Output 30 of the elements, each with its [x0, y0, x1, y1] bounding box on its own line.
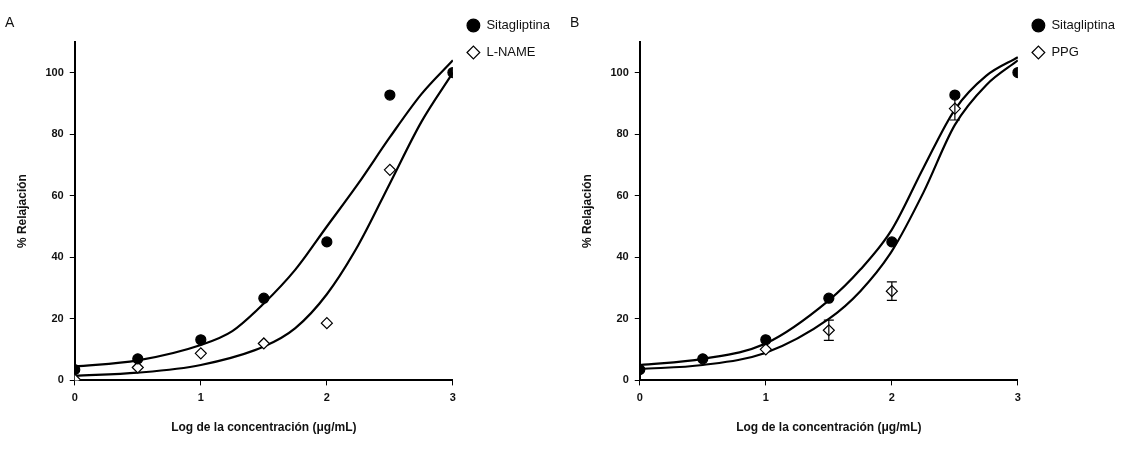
chart-title: A: [5, 14, 15, 31]
x-tick-label: 1: [762, 391, 769, 404]
y-tick-label: 100: [610, 65, 629, 78]
x-axis-title: Log de la concentración (μg/mL): [171, 420, 357, 435]
x-tick-label: 3: [1014, 391, 1021, 404]
y-axis-title: % Relajación: [14, 174, 29, 249]
y-tick-label: 60: [51, 188, 64, 201]
legend-label: Sitagliptina: [486, 17, 551, 33]
y-tick-label: 60: [616, 188, 629, 201]
chart-title: B: [570, 14, 580, 31]
y-tick-label: 0: [57, 373, 64, 386]
legend-label: L-NAME: [486, 44, 536, 60]
x-tick-label: 1: [197, 391, 204, 404]
y-tick-label: 40: [51, 250, 64, 263]
y-tick-label: 80: [51, 127, 64, 140]
y-tick-label: 80: [616, 127, 629, 140]
x-tick-label: 3: [449, 391, 456, 404]
x-axis-title: Log de la concentración (μg/mL): [736, 420, 922, 435]
y-tick-label: 20: [616, 311, 629, 324]
legend-label: PPG: [1051, 44, 1079, 60]
legend-label: Sitagliptina: [1051, 17, 1116, 33]
y-tick-label: 20: [51, 311, 64, 324]
x-tick-label: 2: [323, 391, 330, 404]
x-tick-label: 0: [71, 391, 78, 404]
x-tick-label: 0: [636, 391, 643, 404]
y-tick-label: 0: [622, 373, 629, 386]
y-tick-label: 100: [45, 65, 64, 78]
y-tick-label: 40: [616, 250, 629, 263]
y-axis-title: % Relajación: [579, 174, 594, 249]
x-tick-label: 2: [888, 391, 895, 404]
